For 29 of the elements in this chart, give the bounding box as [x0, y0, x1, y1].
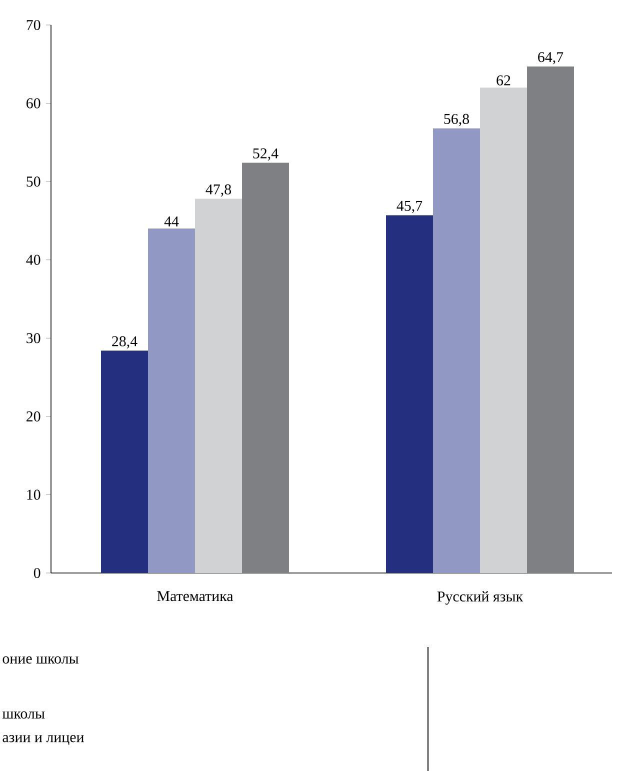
data-label: 52,4 — [253, 148, 278, 161]
y-tick-label: 50 — [26, 176, 40, 187]
y-tick-label: 70 — [26, 20, 40, 30]
data-label: 47,8 — [206, 184, 232, 197]
x-tick-label: Математика — [157, 591, 234, 602]
y-tick-label: 20 — [26, 411, 40, 422]
y-tick-label: 60 — [26, 98, 40, 108]
data-label: 28,4 — [112, 336, 138, 348]
bar — [242, 162, 289, 573]
y-tick-label: 30 — [26, 333, 40, 344]
text: оние школы — [2, 656, 78, 664]
data-label: 45,7 — [396, 200, 422, 214]
y-tick-label: 10 — [27, 490, 40, 500]
bar — [195, 198, 242, 573]
text: азии и лицеи — [2, 735, 84, 745]
bar — [148, 228, 195, 573]
data-label: 56,8 — [444, 114, 470, 126]
bar — [480, 88, 528, 573]
data-label: 64,7 — [538, 52, 564, 64]
data-label: 62 — [496, 75, 510, 86]
data-label: 44 — [164, 216, 179, 226]
y-tick-label: 40 — [26, 254, 40, 265]
bar — [433, 128, 480, 573]
bar — [101, 350, 148, 573]
x-tick-label: Русский язык — [437, 591, 524, 605]
y-tick-label: 0 — [34, 568, 40, 578]
text: школы — [2, 711, 45, 719]
bar — [386, 215, 433, 573]
bar — [527, 66, 574, 573]
